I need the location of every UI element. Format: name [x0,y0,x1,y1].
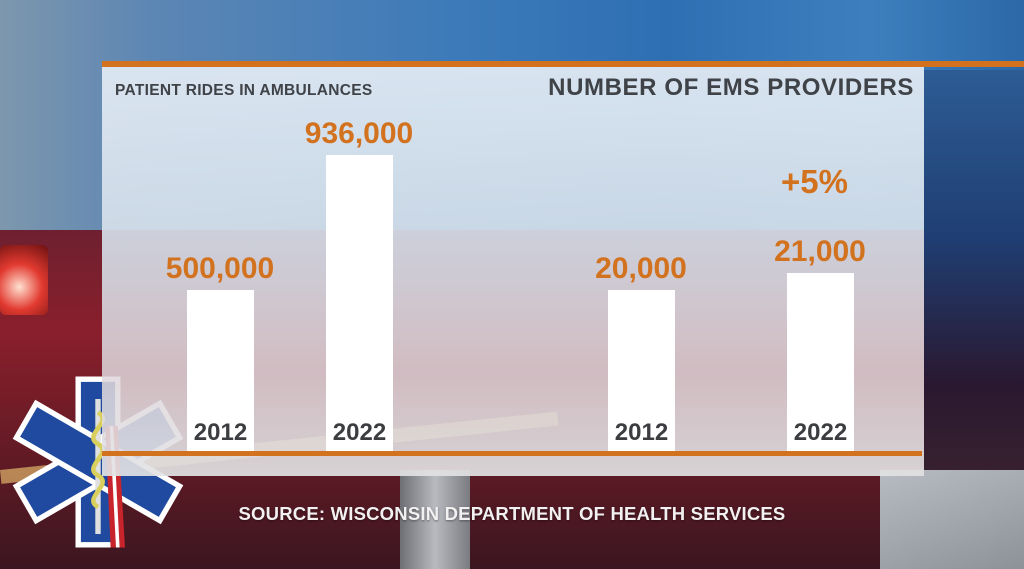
bar-providers-2012: 2012 [608,290,675,451]
source-caption: SOURCE: WISCONSIN DEPARTMENT OF HEALTH S… [238,503,786,524]
percent-change-label: +5% [781,163,848,200]
bar-year-label: 2022 [793,419,848,446]
baseline-rule [102,451,922,456]
ambulance-diamond-plate [400,470,470,569]
bar-year-label: 2022 [332,419,387,446]
value-label-rides-2012: 500,000 [165,252,275,285]
bar-year-label: 2012 [614,419,669,446]
bar-providers-2022: 2022 [787,273,854,451]
left-chart-title: PATIENT RIDES IN AMBULANCES [115,82,373,99]
ambulance-taillight [0,245,48,315]
value-label-rides-2022: 936,000 [304,117,414,150]
value-label-providers-2012: 20,000 [595,252,687,285]
ambulance-rear [924,70,1024,490]
bar-year-label: 2012 [193,419,248,446]
garage-floor [880,470,1024,569]
bar-rides-2022: 2022 [326,155,393,451]
bar-rides-2012: 2012 [187,290,254,451]
value-label-providers-2022: 21,000 [774,235,866,268]
right-chart-title: NUMBER OF EMS PROVIDERS [548,74,914,101]
top-accent-rule [102,61,1024,67]
